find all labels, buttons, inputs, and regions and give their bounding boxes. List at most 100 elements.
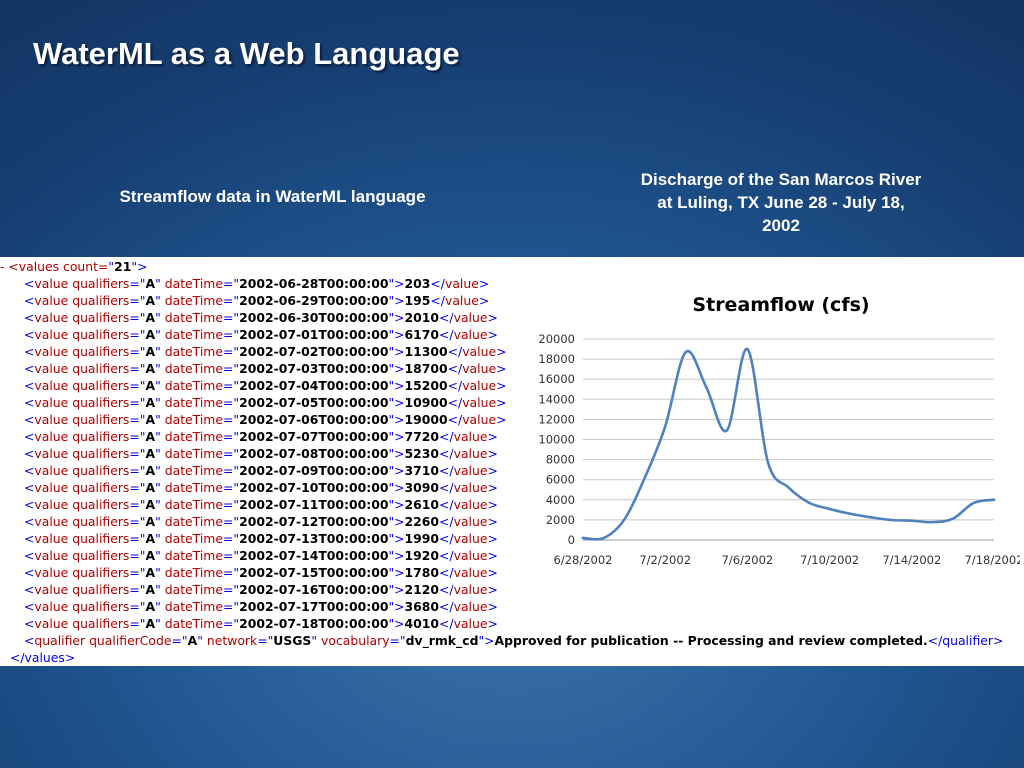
value-datetime: 2002-07-08T00:00:00	[239, 446, 389, 461]
y-tick-label: 14000	[538, 392, 575, 406]
qualifier-close-tag: </qualifier>	[927, 633, 1004, 648]
value-qualifier: A	[145, 531, 156, 546]
chart-svg: Streamflow (cfs) 0 2000 4000 6000 8000 10000 1…	[538, 294, 1020, 567]
value-datetime: 2002-07-18T00:00:00	[239, 616, 389, 631]
value-qualifier: A	[145, 429, 156, 444]
qualifier-text: Approved for publication -- Processing a…	[494, 633, 928, 648]
data-point	[581, 536, 585, 540]
value-datetime: 2002-07-15T00:00:00	[239, 565, 389, 580]
xml-value-line: <value qualifiers="A" dateTime="2002-07-…	[24, 548, 498, 563]
xml-listing: - <values count="21"> <value qualifiers=…	[0, 258, 1024, 666]
value-number: 1920	[404, 548, 440, 563]
value-datetime: 2002-07-17T00:00:00	[239, 599, 389, 614]
xml-value-line: <value qualifiers="A" dateTime="2002-07-…	[24, 565, 498, 580]
value-number: 6170	[404, 327, 440, 342]
slide-title: WaterML as a Web Language	[33, 36, 460, 71]
value-number: 10900	[404, 395, 448, 410]
value-datetime: 2002-07-03T00:00:00	[239, 361, 389, 376]
qualifier-network: USGS	[273, 633, 312, 648]
xml-value-line: <value qualifiers="A" dateTime="2002-07-…	[24, 412, 507, 427]
data-point	[848, 512, 852, 515]
xml-value-line: <value qualifiers="A" dateTime="2002-07-…	[24, 616, 498, 631]
value-datetime: 2002-07-06T00:00:00	[239, 412, 389, 427]
data-point	[807, 501, 811, 504]
value-datetime: 2002-07-16T00:00:00	[239, 582, 389, 597]
xml-root-close: </values>	[0, 649, 1024, 666]
chart-caption: Discharge of the San Marcos River at Lul…	[640, 170, 922, 235]
value-qualifier: A	[145, 327, 156, 342]
value-datetime: 2002-07-10T00:00:00	[239, 480, 389, 495]
xml-value-line: <value qualifiers="A" dateTime="2002-07-…	[24, 531, 498, 546]
chart-points	[581, 347, 996, 540]
value-qualifier: A	[145, 344, 156, 359]
xml-value-lines: <value qualifiers="A" dateTime="2002-06-…	[0, 275, 1024, 632]
x-tick-label: 7/18/2002	[965, 553, 1020, 567]
y-tick-label: 4000	[546, 493, 575, 507]
value-qualifier: A	[145, 582, 156, 597]
value-number: 15200	[404, 378, 448, 393]
value-number: 5230	[404, 446, 440, 461]
xml-value-line: <value qualifiers="A" dateTime="2002-07-…	[24, 327, 498, 342]
data-point	[746, 347, 749, 351]
value-datetime: 2002-06-28T00:00:00	[239, 276, 389, 291]
xml-value-line: <value qualifiers="A" dateTime="2002-07-…	[24, 361, 507, 376]
value-number: 1780	[404, 565, 440, 580]
xml-value-line: <value qualifiers="A" dateTime="2002-07-…	[24, 378, 507, 393]
value-qualifier: A	[145, 480, 156, 495]
value-number: 3090	[404, 480, 440, 495]
value-datetime: 2002-07-09T00:00:00	[239, 463, 389, 478]
xml-value-line: <value qualifiers="A" dateTime="2002-07-…	[24, 480, 498, 495]
xml-value-line: <value qualifiers="A" dateTime="2002-07-…	[24, 582, 498, 597]
value-number: 2010	[404, 310, 440, 325]
value-qualifier: A	[145, 293, 156, 308]
data-point	[725, 429, 729, 432]
data-point	[869, 516, 872, 519]
xml-value-line: <value qualifiers="A" dateTime="2002-06-…	[24, 293, 490, 308]
chart-grid	[583, 338, 994, 541]
qualifier-vocabulary: dv_rmk_cd	[405, 633, 479, 648]
y-tick-label: 12000	[538, 412, 575, 426]
y-tick-label: 6000	[546, 473, 575, 487]
data-point	[951, 517, 955, 520]
value-datetime: 2002-07-14T00:00:00	[239, 548, 389, 563]
streamflow-series-line	[581, 347, 996, 541]
data-point	[992, 498, 996, 501]
data-point	[602, 536, 605, 540]
xml-value-line: <value qualifiers="A" dateTime="2002-07-…	[24, 463, 498, 478]
xml-value-line: <value qualifiers="A" dateTime="2002-07-…	[24, 446, 498, 461]
xml-root-open-text: - <values count=	[0, 259, 109, 274]
value-qualifier: A	[145, 497, 156, 512]
value-qualifier: A	[145, 463, 156, 478]
data-point	[643, 476, 646, 480]
data-point	[910, 519, 913, 522]
value-datetime: 2002-06-29T00:00:00	[239, 293, 389, 308]
value-number: 1990	[404, 531, 440, 546]
y-tick-label: 16000	[538, 372, 575, 386]
content-panel: - <values count="21"> <value qualifiers=…	[0, 257, 1024, 666]
value-qualifier: A	[145, 395, 156, 410]
qualifier-code: A	[187, 633, 198, 648]
xml-value-line: <value qualifiers="A" dateTime="2002-07-…	[24, 599, 498, 614]
value-qualifier: A	[145, 548, 156, 563]
value-number: 3680	[404, 599, 440, 614]
data-point	[828, 507, 831, 511]
value-datetime: 2002-07-01T00:00:00	[239, 327, 389, 342]
xml-root-close-text: </values>	[10, 650, 76, 665]
value-number: 195	[404, 293, 431, 308]
y-tick-label: 2000	[546, 513, 575, 527]
value-number: 3710	[404, 463, 440, 478]
value-qualifier: A	[145, 514, 156, 529]
x-tick-label: 7/14/2002	[882, 553, 941, 567]
xml-value-line: <value qualifiers="A" dateTime="2002-07-…	[24, 497, 498, 512]
y-tick-label: 18000	[538, 352, 575, 366]
xml-value-line: <value qualifiers="A" dateTime="2002-07-…	[24, 344, 507, 359]
data-point	[664, 425, 667, 428]
data-point	[705, 386, 708, 389]
value-datetime: 2002-07-05T00:00:00	[239, 395, 389, 410]
value-datetime: 2002-07-11T00:00:00	[239, 497, 389, 512]
value-qualifier: A	[145, 378, 156, 393]
value-datetime: 2002-06-30T00:00:00	[239, 310, 389, 325]
y-tick-label: 0	[568, 533, 575, 547]
data-point	[684, 350, 687, 354]
value-datetime: 2002-07-13T00:00:00	[239, 531, 389, 546]
